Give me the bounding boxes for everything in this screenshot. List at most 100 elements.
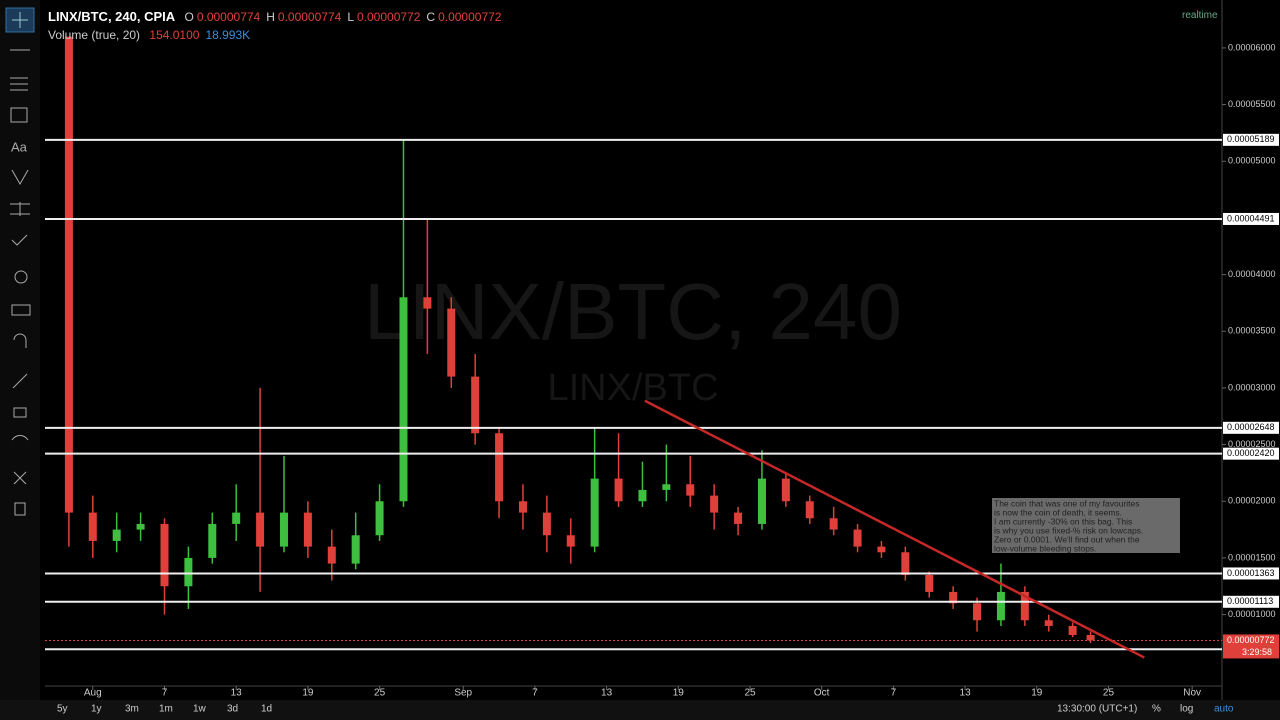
level-label-box <box>1223 447 1279 460</box>
candle-body <box>423 297 432 309</box>
candle-body <box>829 518 838 530</box>
annotation-line: low-volume bleeding stops. <box>994 543 1097 553</box>
ohlc-label: C <box>426 10 436 24</box>
legend: LINX/BTC, 240, CPIA O 0.00000774 H 0.000007… <box>48 9 513 42</box>
x-tick-label: 25 <box>1103 688 1115 699</box>
candle-body <box>590 478 599 547</box>
candle-body <box>781 478 790 502</box>
ohlc-label: H <box>266 10 275 24</box>
interval-button[interactable]: 1m <box>159 704 173 715</box>
level-label-box <box>1223 133 1279 146</box>
level-label-box <box>1223 421 1279 434</box>
candle-body <box>518 501 527 513</box>
ohlc-value: 0.00000774 <box>277 10 342 24</box>
current-price-label: 0.00000772 <box>1227 635 1275 645</box>
volume-value: 154.0100 <box>149 28 200 42</box>
y-tick-label: 0.00001500 <box>1228 552 1276 562</box>
interval-button[interactable]: 1y <box>91 704 102 715</box>
volume-row: Volume (true, 20) 154.0100 18.993K <box>48 28 513 42</box>
y-tick-label: 0.00002500 <box>1228 439 1276 449</box>
annotation-line: is now the coin of death, it seems. <box>994 507 1122 517</box>
x-tick-label: 7 <box>162 688 168 699</box>
text-tool[interactable]: Aa <box>11 139 28 154</box>
level-label-box <box>1223 567 1279 580</box>
option-button[interactable]: auto <box>1214 704 1234 715</box>
candle-body <box>208 523 217 558</box>
candle-body <box>757 478 766 524</box>
x-tick-label: 19 <box>673 688 685 699</box>
volume-ma: 18.993K <box>205 28 251 42</box>
x-tick-label: 19 <box>1031 688 1043 699</box>
candle-body <box>1044 620 1053 626</box>
y-tick-label: 0.00005000 <box>1228 156 1276 166</box>
interval-button[interactable]: 1w <box>193 704 207 715</box>
candle-body <box>566 535 575 547</box>
symbol-row: LINX/BTC, 240, CPIA O 0.00000774 H 0.000007… <box>48 9 513 24</box>
interval-button[interactable]: 3d <box>227 704 238 715</box>
bottom-toolbar <box>0 700 1280 720</box>
annotation-line: I am currently -30% on this bag. This <box>994 516 1132 526</box>
status: realtime <box>1182 10 1218 21</box>
level-label: 0.00002420 <box>1227 448 1275 458</box>
level-label-box <box>1223 595 1279 608</box>
level-label-box <box>1223 212 1279 225</box>
candle-body <box>471 376 480 434</box>
ohlc-label: O <box>184 10 194 24</box>
candle-body <box>232 512 241 524</box>
level-label: 0.00002648 <box>1227 422 1275 432</box>
candle-body <box>64 36 73 513</box>
candle-body <box>375 501 384 536</box>
candle-body <box>136 523 145 530</box>
ohlc-value: 0.00000774 <box>196 10 261 24</box>
candle-body <box>901 552 910 575</box>
y-tick-label: 0.00005500 <box>1228 99 1276 109</box>
current-price-box <box>1223 634 1279 659</box>
option-button[interactable]: log <box>1180 704 1193 715</box>
candle-body <box>853 529 862 547</box>
trendline <box>644 399 1145 659</box>
x-tick-label: 13 <box>231 688 243 699</box>
candle-body <box>495 433 504 502</box>
x-tick-label: Nov <box>1183 688 1201 699</box>
candle-body <box>734 512 743 524</box>
symbol[interactable]: LINX/BTC, 240, CPIA <box>48 9 176 24</box>
tool-icons <box>10 49 31 516</box>
interval-button[interactable]: 3m <box>125 704 139 715</box>
candle-body <box>686 484 695 496</box>
candle-body <box>710 495 719 513</box>
ohlc-value: 0.00000772 <box>357 10 421 24</box>
interval-button[interactable]: 1d <box>261 704 272 715</box>
candle-body <box>447 308 456 377</box>
candle-body <box>662 484 671 490</box>
annotation-line: Zero or 0.0001. We'll find out when the <box>994 534 1140 544</box>
candle-body <box>184 557 193 587</box>
time-display: 13:30:00 (UTC+1) <box>1057 704 1137 715</box>
crosshair-icon <box>12 12 28 28</box>
annotation-line: is why you use fixed-% risk on lowcaps. <box>994 525 1143 535</box>
x-tick-label: 13 <box>960 688 972 699</box>
level-label: 0.00001113 <box>1227 596 1273 606</box>
interval-button[interactable]: 5y <box>57 704 68 715</box>
x-tick-label: 25 <box>374 688 386 699</box>
candle-body <box>351 535 360 564</box>
candle-body <box>996 591 1005 621</box>
y-tick-label: 0.00003000 <box>1228 382 1276 392</box>
level-label: 0.00001363 <box>1227 568 1275 578</box>
x-tick-label: 19 <box>302 688 314 699</box>
volume-label: Volume (true, 20) <box>48 28 141 42</box>
candle-body <box>112 529 121 541</box>
candle-body <box>160 523 169 587</box>
candle-body <box>614 478 623 502</box>
option-button[interactable]: % <box>1152 704 1161 715</box>
level-label: 0.00004491 <box>1227 213 1275 223</box>
watermark-sub: LINX/BTC <box>547 367 718 409</box>
candle-body <box>925 574 934 592</box>
candle-body <box>399 297 408 502</box>
annotation-line: The coin that was one of my favourites <box>994 498 1140 508</box>
candle-body <box>805 501 814 519</box>
x-tick-label: 7 <box>891 688 897 699</box>
y-tick-label: 0.00002000 <box>1228 496 1276 506</box>
x-tick-label: 7 <box>532 688 538 699</box>
x-tick-label: 25 <box>744 688 756 699</box>
